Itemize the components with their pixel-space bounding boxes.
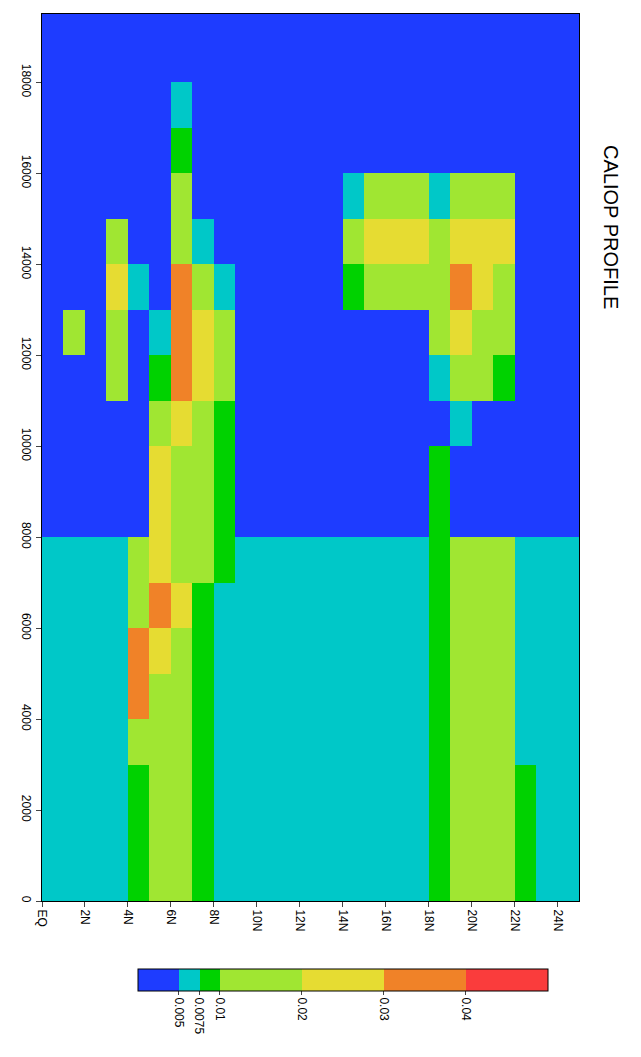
svg-text:24N: 24N <box>551 909 565 931</box>
svg-text:0.02: 0.02 <box>295 997 309 1021</box>
svg-text:2000: 2000 <box>19 795 33 822</box>
svg-text:18000: 18000 <box>19 64 33 98</box>
svg-text:4000: 4000 <box>19 704 33 731</box>
svg-text:16000: 16000 <box>19 155 33 189</box>
svg-text:0.005: 0.005 <box>172 997 186 1027</box>
svg-text:8N: 8N <box>207 909 221 924</box>
svg-text:12000: 12000 <box>19 337 33 371</box>
svg-text:16N: 16N <box>379 909 393 931</box>
svg-text:EQ: EQ <box>35 909 49 926</box>
svg-text:CALIOP PROFILE: CALIOP PROFILE <box>600 145 622 309</box>
svg-text:0.01: 0.01 <box>213 997 227 1021</box>
svg-text:12N: 12N <box>293 909 307 931</box>
svg-text:2N: 2N <box>78 909 92 924</box>
svg-text:20N: 20N <box>465 909 479 931</box>
svg-text:0.0075: 0.0075 <box>192 997 206 1034</box>
svg-text:8000: 8000 <box>19 522 33 549</box>
svg-text:0: 0 <box>19 896 33 903</box>
svg-text:4N: 4N <box>121 909 135 924</box>
svg-text:22N: 22N <box>508 909 522 931</box>
svg-text:14000: 14000 <box>19 246 33 280</box>
svg-text:0.04: 0.04 <box>459 997 473 1021</box>
svg-text:10000: 10000 <box>19 428 33 462</box>
svg-text:18N: 18N <box>422 909 436 931</box>
svg-text:6000: 6000 <box>19 613 33 640</box>
svg-text:14N: 14N <box>336 909 350 931</box>
svg-text:0.03: 0.03 <box>377 997 391 1021</box>
svg-text:10N: 10N <box>250 909 264 931</box>
svg-text:6N: 6N <box>164 909 178 924</box>
